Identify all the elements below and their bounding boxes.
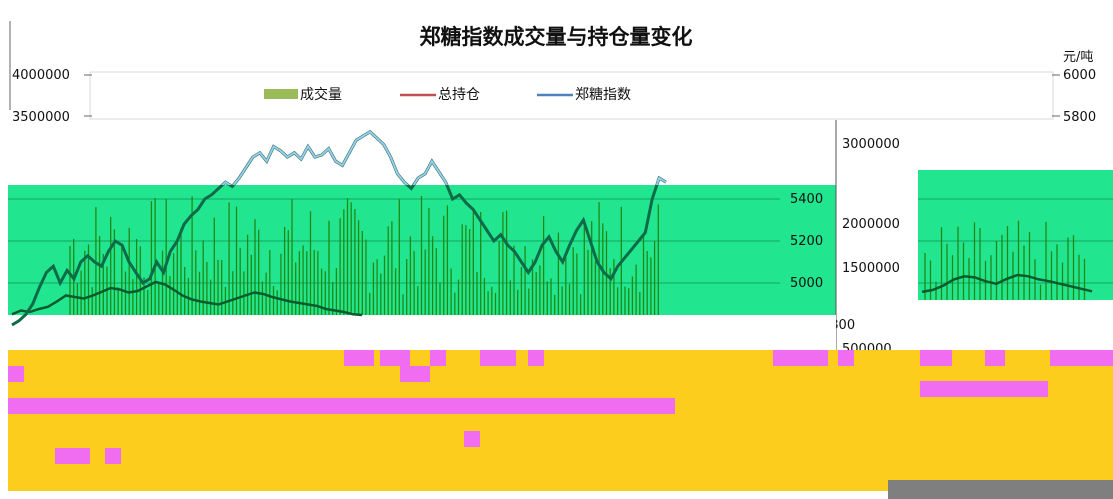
- oi-line: [11, 280, 363, 317]
- inset-tick-label: 3000000: [842, 137, 900, 152]
- magenta-blocks: [8, 350, 1113, 464]
- grey-strip: [888, 480, 1113, 499]
- left-tick-label: 3500000: [12, 110, 70, 125]
- middle-tick-label: 5400: [790, 192, 823, 207]
- chart-title: 郑糖指数成交量与持仓量变化: [420, 24, 693, 49]
- yellow-block: [8, 350, 1113, 491]
- index-line-group: [11, 129, 667, 327]
- index-line-upper: [220, 130, 667, 185]
- inset-tick-label: 2000000: [842, 217, 900, 232]
- middle-tick-label: 5000: [790, 276, 823, 291]
- inset-tick-label: 1500000: [842, 261, 900, 276]
- legend-swatch-volume: [264, 89, 298, 99]
- inset-line: [921, 273, 1093, 294]
- left-tick-label: 4000000: [12, 68, 70, 83]
- right-axis-unit: 元/吨: [1063, 50, 1093, 65]
- right-tick-label: 6000: [1063, 68, 1096, 83]
- legend-label-index: 郑糖指数: [575, 87, 631, 103]
- middle-tick-label: 5200: [790, 234, 823, 249]
- lower-strip-right: [918, 300, 1113, 350]
- inset-white: [836, 170, 918, 315]
- inset-line-group: [921, 273, 1093, 294]
- legend: 成交量 总持仓 郑糖指数: [264, 86, 631, 103]
- right-tick-label: 5800: [1063, 110, 1096, 125]
- lower-strip: [8, 315, 836, 351]
- green-band-right: [918, 170, 1113, 315]
- legend-label-volume: 成交量: [300, 86, 342, 103]
- oi-line-group: [11, 280, 363, 317]
- legend-label-oi: 总持仓: [438, 87, 480, 103]
